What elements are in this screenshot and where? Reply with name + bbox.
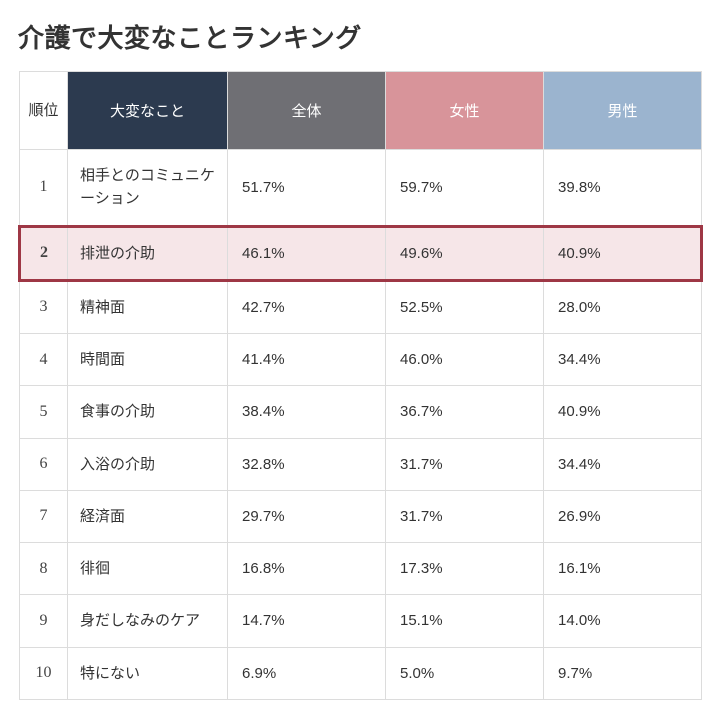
female-cell: 31.7% bbox=[386, 490, 544, 542]
table-row: 10特にない6.9%5.0%9.7% bbox=[20, 647, 702, 699]
table-row: 1相手とのコミュニケーション51.7%59.7%39.8% bbox=[20, 150, 702, 227]
item-cell: 相手とのコミュニケーション bbox=[68, 150, 228, 227]
male-cell: 40.9% bbox=[544, 226, 702, 280]
male-cell: 26.9% bbox=[544, 490, 702, 542]
rank-cell: 10 bbox=[20, 647, 68, 699]
item-cell: 身だしなみのケア bbox=[68, 595, 228, 647]
col-header-female: 女性 bbox=[386, 72, 544, 150]
male-cell: 40.9% bbox=[544, 386, 702, 438]
col-header-male: 男性 bbox=[544, 72, 702, 150]
item-cell: 精神面 bbox=[68, 280, 228, 333]
female-cell: 31.7% bbox=[386, 438, 544, 490]
all-cell: 38.4% bbox=[228, 386, 386, 438]
all-cell: 14.7% bbox=[228, 595, 386, 647]
col-header-all: 全体 bbox=[228, 72, 386, 150]
page-title: 介護で大変なことランキング bbox=[18, 18, 700, 55]
rank-cell: 7 bbox=[20, 490, 68, 542]
male-cell: 34.4% bbox=[544, 438, 702, 490]
male-cell: 28.0% bbox=[544, 280, 702, 333]
table-header-row: 順位 大変なこと 全体 女性 男性 bbox=[20, 72, 702, 150]
all-cell: 46.1% bbox=[228, 226, 386, 280]
male-cell: 16.1% bbox=[544, 543, 702, 595]
rank-cell: 6 bbox=[20, 438, 68, 490]
rank-cell: 4 bbox=[20, 334, 68, 386]
ranking-table: 順位 大変なこと 全体 女性 男性 1相手とのコミュニケーション51.7%59.… bbox=[18, 71, 703, 700]
rank-cell: 3 bbox=[20, 280, 68, 333]
male-cell: 34.4% bbox=[544, 334, 702, 386]
all-cell: 41.4% bbox=[228, 334, 386, 386]
female-cell: 36.7% bbox=[386, 386, 544, 438]
item-cell: 特にない bbox=[68, 647, 228, 699]
all-cell: 51.7% bbox=[228, 150, 386, 227]
male-cell: 9.7% bbox=[544, 647, 702, 699]
table-row: 8徘徊16.8%17.3%16.1% bbox=[20, 543, 702, 595]
table-row: 3精神面42.7%52.5%28.0% bbox=[20, 280, 702, 333]
female-cell: 5.0% bbox=[386, 647, 544, 699]
rank-cell: 5 bbox=[20, 386, 68, 438]
female-cell: 46.0% bbox=[386, 334, 544, 386]
all-cell: 16.8% bbox=[228, 543, 386, 595]
female-cell: 15.1% bbox=[386, 595, 544, 647]
item-cell: 経済面 bbox=[68, 490, 228, 542]
female-cell: 52.5% bbox=[386, 280, 544, 333]
female-cell: 59.7% bbox=[386, 150, 544, 227]
all-cell: 42.7% bbox=[228, 280, 386, 333]
all-cell: 6.9% bbox=[228, 647, 386, 699]
female-cell: 17.3% bbox=[386, 543, 544, 595]
rank-cell: 1 bbox=[20, 150, 68, 227]
item-cell: 入浴の介助 bbox=[68, 438, 228, 490]
all-cell: 32.8% bbox=[228, 438, 386, 490]
rank-cell: 9 bbox=[20, 595, 68, 647]
table-row: 9身だしなみのケア14.7%15.1%14.0% bbox=[20, 595, 702, 647]
item-cell: 徘徊 bbox=[68, 543, 228, 595]
table-row: 6入浴の介助32.8%31.7%34.4% bbox=[20, 438, 702, 490]
rank-cell: 8 bbox=[20, 543, 68, 595]
male-cell: 39.8% bbox=[544, 150, 702, 227]
rank-cell: 2 bbox=[20, 226, 68, 280]
item-cell: 食事の介助 bbox=[68, 386, 228, 438]
table-row: 7経済面29.7%31.7%26.9% bbox=[20, 490, 702, 542]
female-cell: 49.6% bbox=[386, 226, 544, 280]
item-cell: 時間面 bbox=[68, 334, 228, 386]
male-cell: 14.0% bbox=[544, 595, 702, 647]
item-cell: 排泄の介助 bbox=[68, 226, 228, 280]
table-row: 5食事の介助38.4%36.7%40.9% bbox=[20, 386, 702, 438]
all-cell: 29.7% bbox=[228, 490, 386, 542]
col-header-item: 大変なこと bbox=[68, 72, 228, 150]
col-header-rank: 順位 bbox=[20, 72, 68, 150]
table-row: 2排泄の介助46.1%49.6%40.9% bbox=[20, 226, 702, 280]
table-body: 1相手とのコミュニケーション51.7%59.7%39.8%2排泄の介助46.1%… bbox=[20, 150, 702, 700]
table-row: 4時間面41.4%46.0%34.4% bbox=[20, 334, 702, 386]
